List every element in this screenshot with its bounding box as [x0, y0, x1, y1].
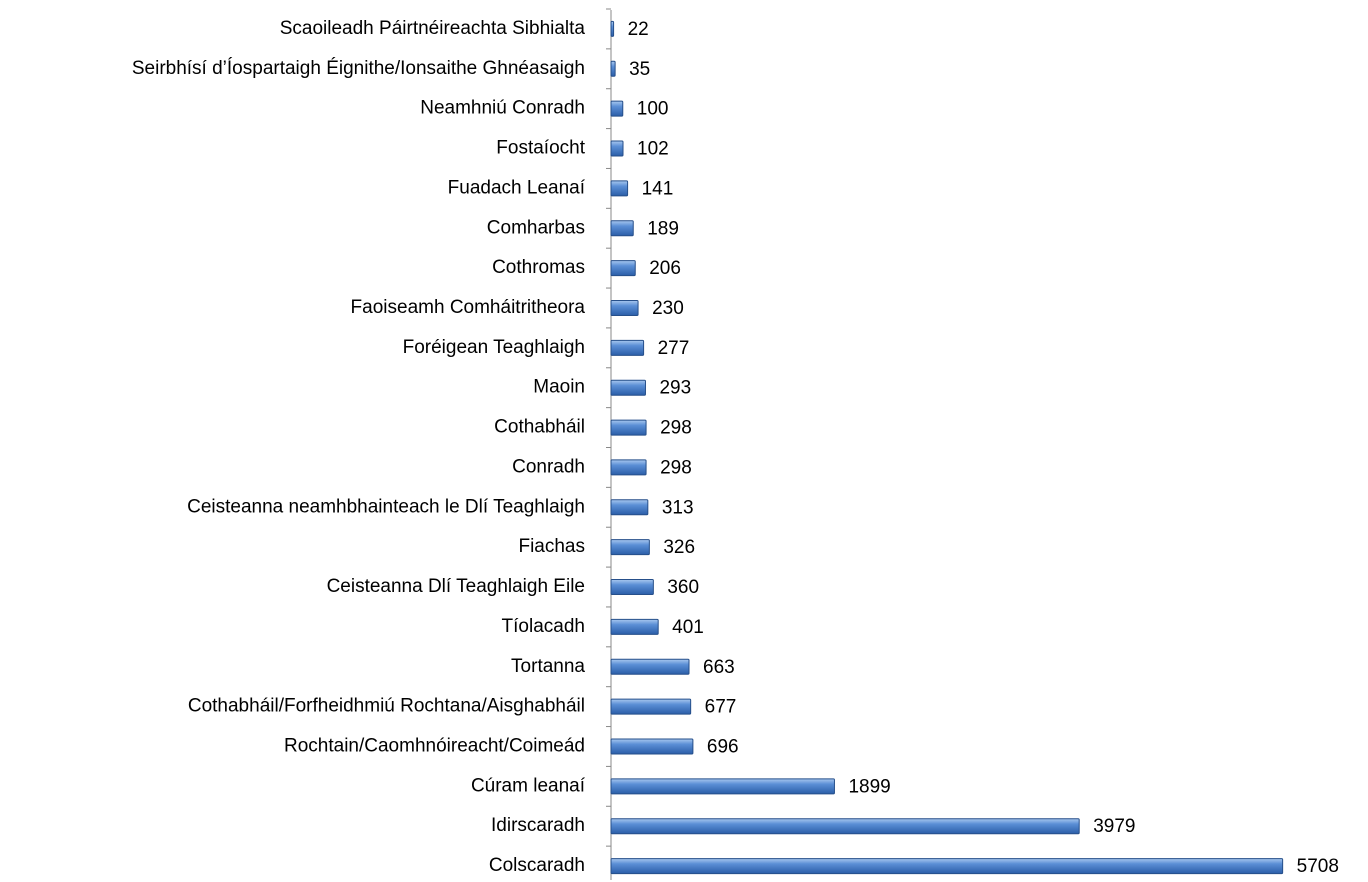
data-label: 298 [660, 418, 692, 439]
data-label: 313 [662, 497, 694, 518]
data-label: 663 [703, 657, 735, 678]
y-tick-label: Cothabháil/Forfheidhmiú Rochtana/Aisghab… [188, 696, 585, 717]
data-label: 100 [637, 99, 669, 120]
data-label: 677 [705, 697, 737, 718]
y-tick-label: Colscaradh [489, 855, 585, 876]
bar [610, 658, 690, 675]
y-tick-label: Ceisteanna neamhbhainteach le Dlí Teaghl… [187, 496, 585, 517]
data-label: 293 [659, 378, 691, 399]
y-tick-label: Rochtain/Caomhnóireacht/Coimeád [284, 735, 585, 756]
bar [610, 60, 616, 77]
y-tick-label: Tíolacadh [502, 616, 585, 637]
y-tick-label: Fostaíocht [496, 138, 585, 159]
bar [610, 459, 647, 476]
data-label: 22 [628, 19, 649, 40]
data-label: 230 [652, 298, 684, 319]
y-tick-label: Fuadach Leanaí [448, 177, 586, 198]
data-label: 3979 [1093, 816, 1135, 837]
bar [610, 579, 654, 596]
data-label: 277 [658, 338, 690, 359]
bar [610, 299, 639, 316]
data-label: 102 [637, 139, 669, 160]
data-label: 696 [707, 736, 739, 757]
y-tick-label: Seirbhísí d’Íospartaigh Éignithe/Ionsait… [132, 58, 585, 79]
data-label: 35 [629, 59, 650, 80]
y-tick-label: Ceisteanna Dlí Teaghlaigh Eile [327, 576, 585, 597]
bar [610, 339, 645, 356]
bar [610, 618, 659, 635]
bar [610, 140, 624, 157]
y-tick-label: Cothabháil [494, 417, 585, 438]
y-tick-label: Conradh [512, 456, 585, 477]
y-tick-label: Foréigean Teaghlaigh [403, 337, 585, 358]
bar [610, 539, 650, 556]
bar [610, 100, 624, 117]
data-label: 298 [660, 457, 692, 478]
bar [610, 818, 1080, 835]
bar [610, 499, 649, 516]
bar [610, 180, 629, 197]
y-tick-label: Neamhniú Conradh [420, 98, 585, 119]
data-label: 360 [667, 577, 699, 598]
data-label: 5708 [1297, 856, 1339, 877]
y-tick-label: Fiachas [518, 536, 585, 557]
bar [610, 698, 692, 715]
y-tick-label: Idirscaradh [491, 815, 585, 836]
y-tick-label: Tortanna [511, 656, 585, 677]
y-tick-label: Maoin [533, 377, 585, 398]
bar [610, 778, 835, 795]
y-tick-label: Comharbas [487, 217, 585, 238]
data-label: 401 [672, 617, 704, 638]
bar [610, 20, 615, 37]
bar [610, 738, 694, 755]
bar [610, 260, 636, 277]
data-label: 1899 [848, 776, 890, 797]
y-tick-label: Cúram leanaí [471, 775, 586, 796]
data-label: 206 [649, 258, 681, 279]
y-tick-label: Cothromas [492, 257, 585, 278]
bar [610, 419, 647, 436]
y-tick-label: Scaoileadh Páirtnéireachta Sibhialta [280, 18, 586, 39]
bar [610, 858, 1284, 875]
data-label: 326 [663, 537, 695, 558]
data-label: 189 [647, 218, 679, 239]
bar [610, 379, 646, 396]
data-label: 141 [642, 178, 674, 199]
bar [610, 220, 634, 237]
y-tick-label: Faoiseamh Comháitritheora [351, 297, 586, 318]
